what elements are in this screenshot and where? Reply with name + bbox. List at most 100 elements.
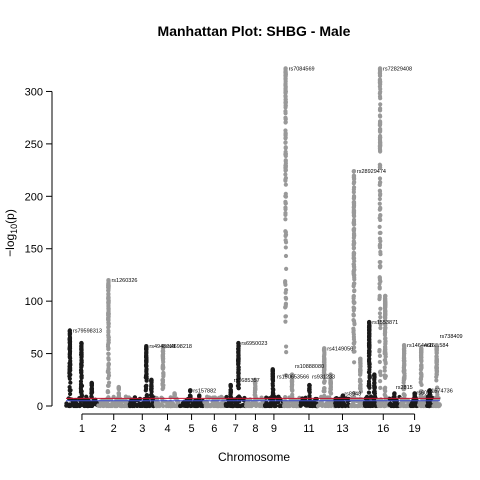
data-point [272, 403, 278, 409]
data-point [377, 129, 383, 134]
data-point [402, 359, 407, 364]
data-point [378, 249, 383, 255]
data-point [71, 403, 76, 408]
data-point [132, 403, 137, 408]
data-point [236, 386, 241, 391]
data-point [378, 378, 383, 384]
data-point [217, 395, 222, 400]
data-point [377, 196, 382, 202]
data-point [367, 338, 372, 343]
data-point [351, 250, 356, 255]
data-point [67, 350, 73, 355]
data-point [367, 364, 372, 369]
data-point [383, 305, 388, 310]
data-point [83, 403, 88, 408]
data-point [357, 379, 363, 384]
data-point [372, 395, 377, 400]
data-point [377, 94, 383, 99]
x-axis-label: Chromosome [218, 450, 290, 464]
data-point [283, 319, 288, 324]
data-point [367, 370, 372, 375]
data-point [283, 194, 288, 199]
data-point [434, 378, 439, 383]
data-point [106, 322, 111, 327]
x-tick-label: 8 [252, 423, 258, 435]
data-point [383, 336, 388, 342]
data-point [401, 363, 407, 369]
data-point [236, 394, 242, 399]
snp-annotation: rs4698218 [166, 344, 192, 350]
data-point [366, 353, 372, 359]
data-point [283, 94, 288, 99]
data-point [106, 383, 111, 388]
data-point [161, 383, 166, 389]
data-point [283, 344, 289, 349]
peak-point [392, 391, 397, 396]
peak-point [328, 372, 333, 377]
peak-point [419, 346, 424, 351]
data-point [149, 382, 154, 387]
data-point [419, 359, 424, 364]
data-point [340, 399, 345, 404]
data-point [283, 245, 288, 250]
data-point [351, 181, 356, 186]
data-point [67, 336, 73, 341]
data-point [197, 400, 202, 405]
data-point [284, 266, 289, 271]
peak-point [340, 393, 346, 398]
data-point [161, 370, 166, 375]
data-point [367, 383, 372, 388]
data-point [372, 383, 377, 389]
data-point [412, 403, 417, 408]
peak-point [89, 380, 94, 386]
data-point [377, 148, 383, 154]
y-axis-label: −log10(p) [3, 209, 19, 257]
peak-point [172, 391, 177, 396]
data-point [401, 350, 407, 355]
data-point [352, 275, 357, 280]
data-point [160, 349, 165, 354]
data-point [106, 317, 111, 322]
data-point [283, 158, 288, 163]
peak-point [144, 344, 149, 349]
snp-annotation: rs2815 [396, 385, 413, 391]
data-point [68, 388, 73, 393]
peak-point [401, 342, 407, 348]
data-point [148, 402, 153, 408]
data-point [321, 360, 327, 365]
data-point [378, 89, 383, 94]
data-point [290, 402, 295, 407]
data-point [118, 403, 123, 408]
data-point [175, 399, 180, 404]
data-point [377, 224, 382, 229]
data-point [352, 281, 357, 286]
data-point [144, 351, 149, 356]
data-point [251, 402, 256, 408]
data-point [378, 163, 383, 168]
data-point [378, 205, 383, 210]
data-point [283, 229, 288, 234]
data-point [382, 358, 387, 363]
data-point [168, 395, 173, 400]
data-point [392, 403, 397, 408]
data-point [333, 403, 338, 408]
data-point [378, 369, 383, 374]
data-point [252, 390, 258, 395]
data-point [236, 380, 241, 385]
peak-point [307, 382, 312, 388]
data-point [283, 168, 288, 173]
data-point [352, 267, 357, 272]
data-point [367, 324, 372, 329]
data-point [377, 311, 383, 316]
data-point [434, 389, 439, 394]
data-point [378, 264, 383, 269]
data-point [283, 182, 288, 187]
data-point [154, 402, 159, 408]
snp-annotation: rs1553871 [372, 320, 398, 326]
data-point [315, 403, 321, 409]
data-point [289, 384, 295, 389]
peak-point [236, 340, 241, 346]
peak-point [351, 168, 357, 174]
data-point [351, 190, 356, 195]
data-point [372, 389, 377, 395]
